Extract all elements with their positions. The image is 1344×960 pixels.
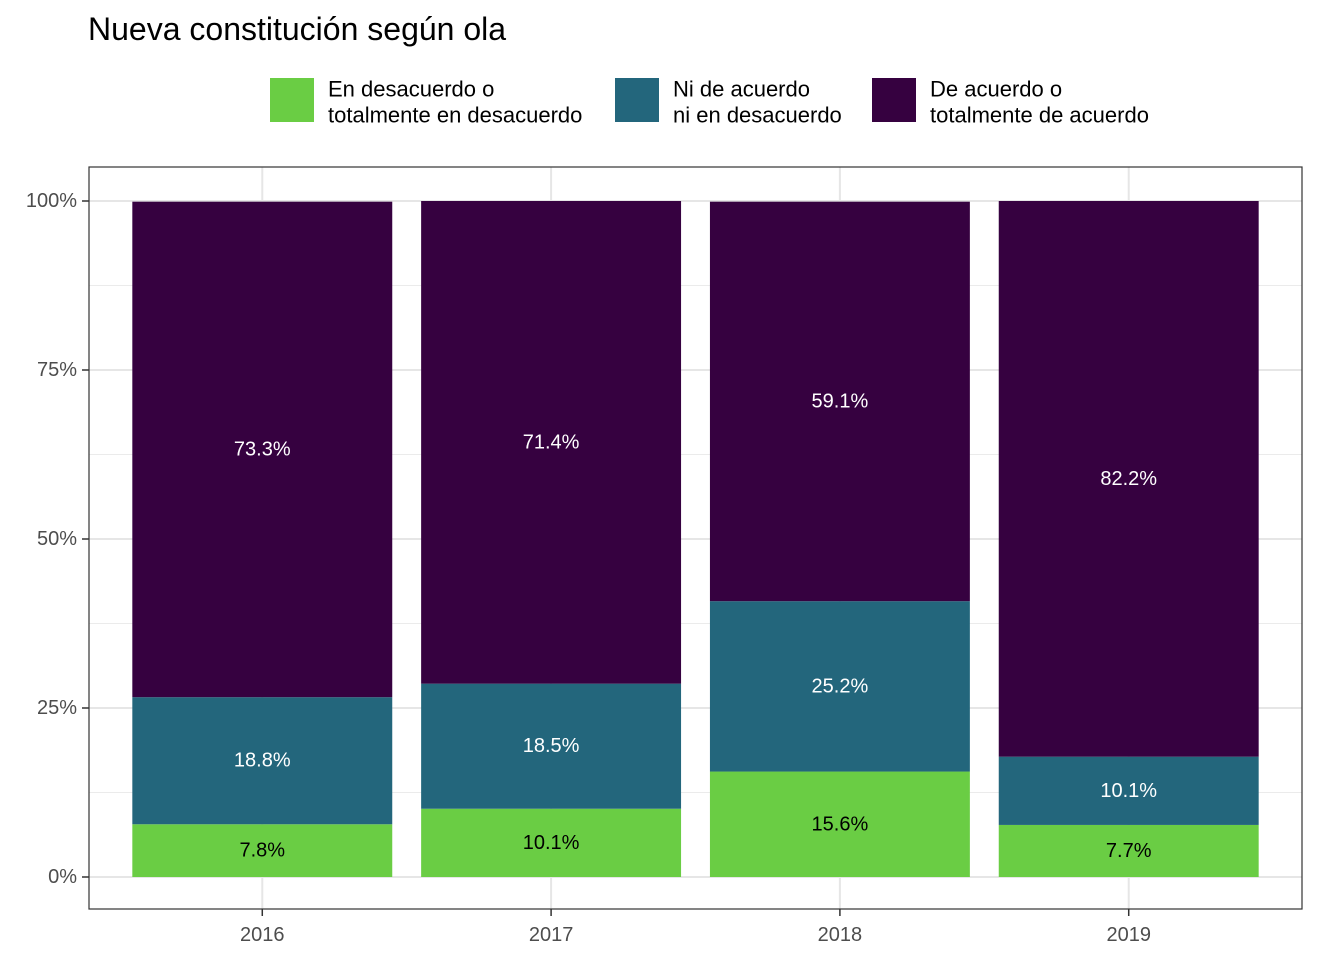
- x-tick-label: 2018: [818, 924, 863, 946]
- legend-swatch: [270, 78, 314, 122]
- x-tick-label: 2017: [529, 924, 574, 946]
- y-tick-label: 75%: [37, 359, 77, 381]
- bar-label-2016-3: 73.3%: [234, 438, 291, 460]
- bar-label-2018-1: 15.6%: [812, 813, 869, 835]
- bar-segment-2018-3: [709, 201, 970, 602]
- legend-swatch: [615, 78, 659, 122]
- bar-label-2016-2: 18.8%: [234, 750, 291, 772]
- x-axis: 2016 2017 2018 2019: [240, 909, 1151, 946]
- y-tick-label: 25%: [37, 697, 77, 719]
- bar-segment-2018-2: [709, 601, 970, 772]
- y-axis: 0% 25% 50% 75% 100%: [26, 190, 89, 888]
- bar-segment-2017-1: [421, 808, 682, 877]
- y-tick-label: 50%: [37, 528, 77, 550]
- bar-label-2018-3: 59.1%: [812, 390, 869, 412]
- x-tick-label: 2016: [240, 924, 285, 946]
- legend-label: Ni de acuerdo: [673, 77, 810, 102]
- bar-segment-2016-3: [132, 201, 393, 698]
- legend-label: totalmente en desacuerdo: [328, 103, 582, 128]
- chart-title: Nueva constitución según ola: [88, 11, 506, 47]
- y-tick-label: 0%: [48, 866, 77, 888]
- legend-label: totalmente de acuerdo: [930, 103, 1149, 128]
- legend-label: ni en desacuerdo: [673, 103, 842, 128]
- plot-area: 7.8% 18.8% 73.3% 10.1% 18.5% 71.4% 15.6% 25.2% 5…: [88, 166, 1303, 910]
- legend-swatch: [872, 78, 916, 122]
- legend-label: En desacuerdo o: [328, 77, 494, 102]
- y-tick-label: 100%: [26, 190, 77, 212]
- bar-segment-2019-1: [998, 824, 1259, 877]
- legend-label: De acuerdo o: [930, 77, 1062, 102]
- plot-border: [88, 166, 1303, 910]
- bar-segment-2018-1: [709, 771, 970, 877]
- bar-label-2016-1: 7.8%: [239, 840, 285, 862]
- bar-label-2017-2: 18.5%: [523, 735, 580, 757]
- bar-label-2019-3: 82.2%: [1100, 468, 1157, 490]
- bar-segment-2019-3: [998, 201, 1259, 757]
- bar-segment-2016-2: [132, 697, 393, 825]
- bar-segment-2017-3: [421, 201, 682, 684]
- bar-label-2018-2: 25.2%: [812, 675, 869, 697]
- bar-labels: 7.8% 18.8% 73.3% 10.1% 18.5% 71.4% 15.6% 25.2% 5…: [234, 390, 1157, 862]
- bar-label-2017-1: 10.1%: [523, 832, 580, 854]
- bar-label-2019-1: 7.7%: [1106, 840, 1152, 862]
- bar-segment-2016-1: [132, 824, 393, 877]
- bar-label-2019-2: 10.1%: [1100, 780, 1157, 802]
- x-tick-label: 2019: [1106, 924, 1151, 946]
- bars: [132, 201, 1259, 877]
- bar-segment-2019-2: [998, 756, 1259, 825]
- bar-label-2017-3: 71.4%: [523, 431, 580, 453]
- bar-segment-2017-2: [421, 683, 682, 809]
